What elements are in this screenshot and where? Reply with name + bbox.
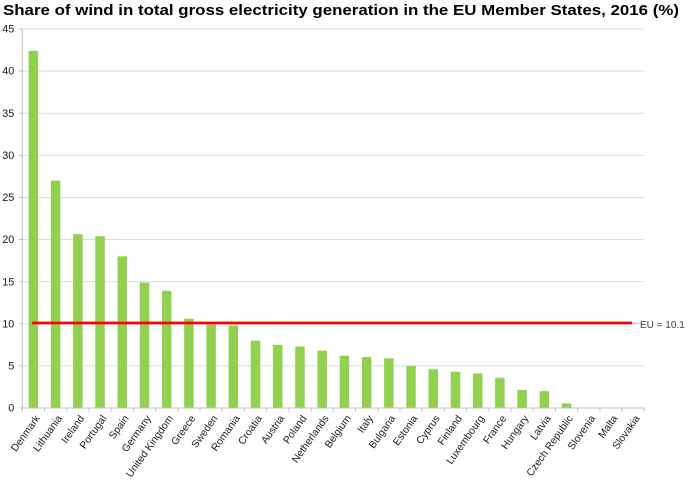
svg-text:10: 10: [2, 318, 14, 330]
svg-text:Share of wind in total gross e: Share of wind in total gross electricity…: [3, 2, 679, 19]
svg-text:EU = 10.1: EU = 10.1: [640, 320, 685, 331]
svg-text:25: 25: [2, 192, 14, 204]
svg-text:30: 30: [2, 150, 14, 162]
svg-text:20: 20: [2, 234, 14, 246]
svg-text:45: 45: [2, 24, 14, 36]
svg-text:15: 15: [2, 276, 14, 288]
svg-text:5: 5: [8, 360, 14, 372]
svg-text:0: 0: [8, 403, 14, 415]
svg-text:35: 35: [2, 108, 14, 120]
svg-text:40: 40: [2, 66, 14, 78]
